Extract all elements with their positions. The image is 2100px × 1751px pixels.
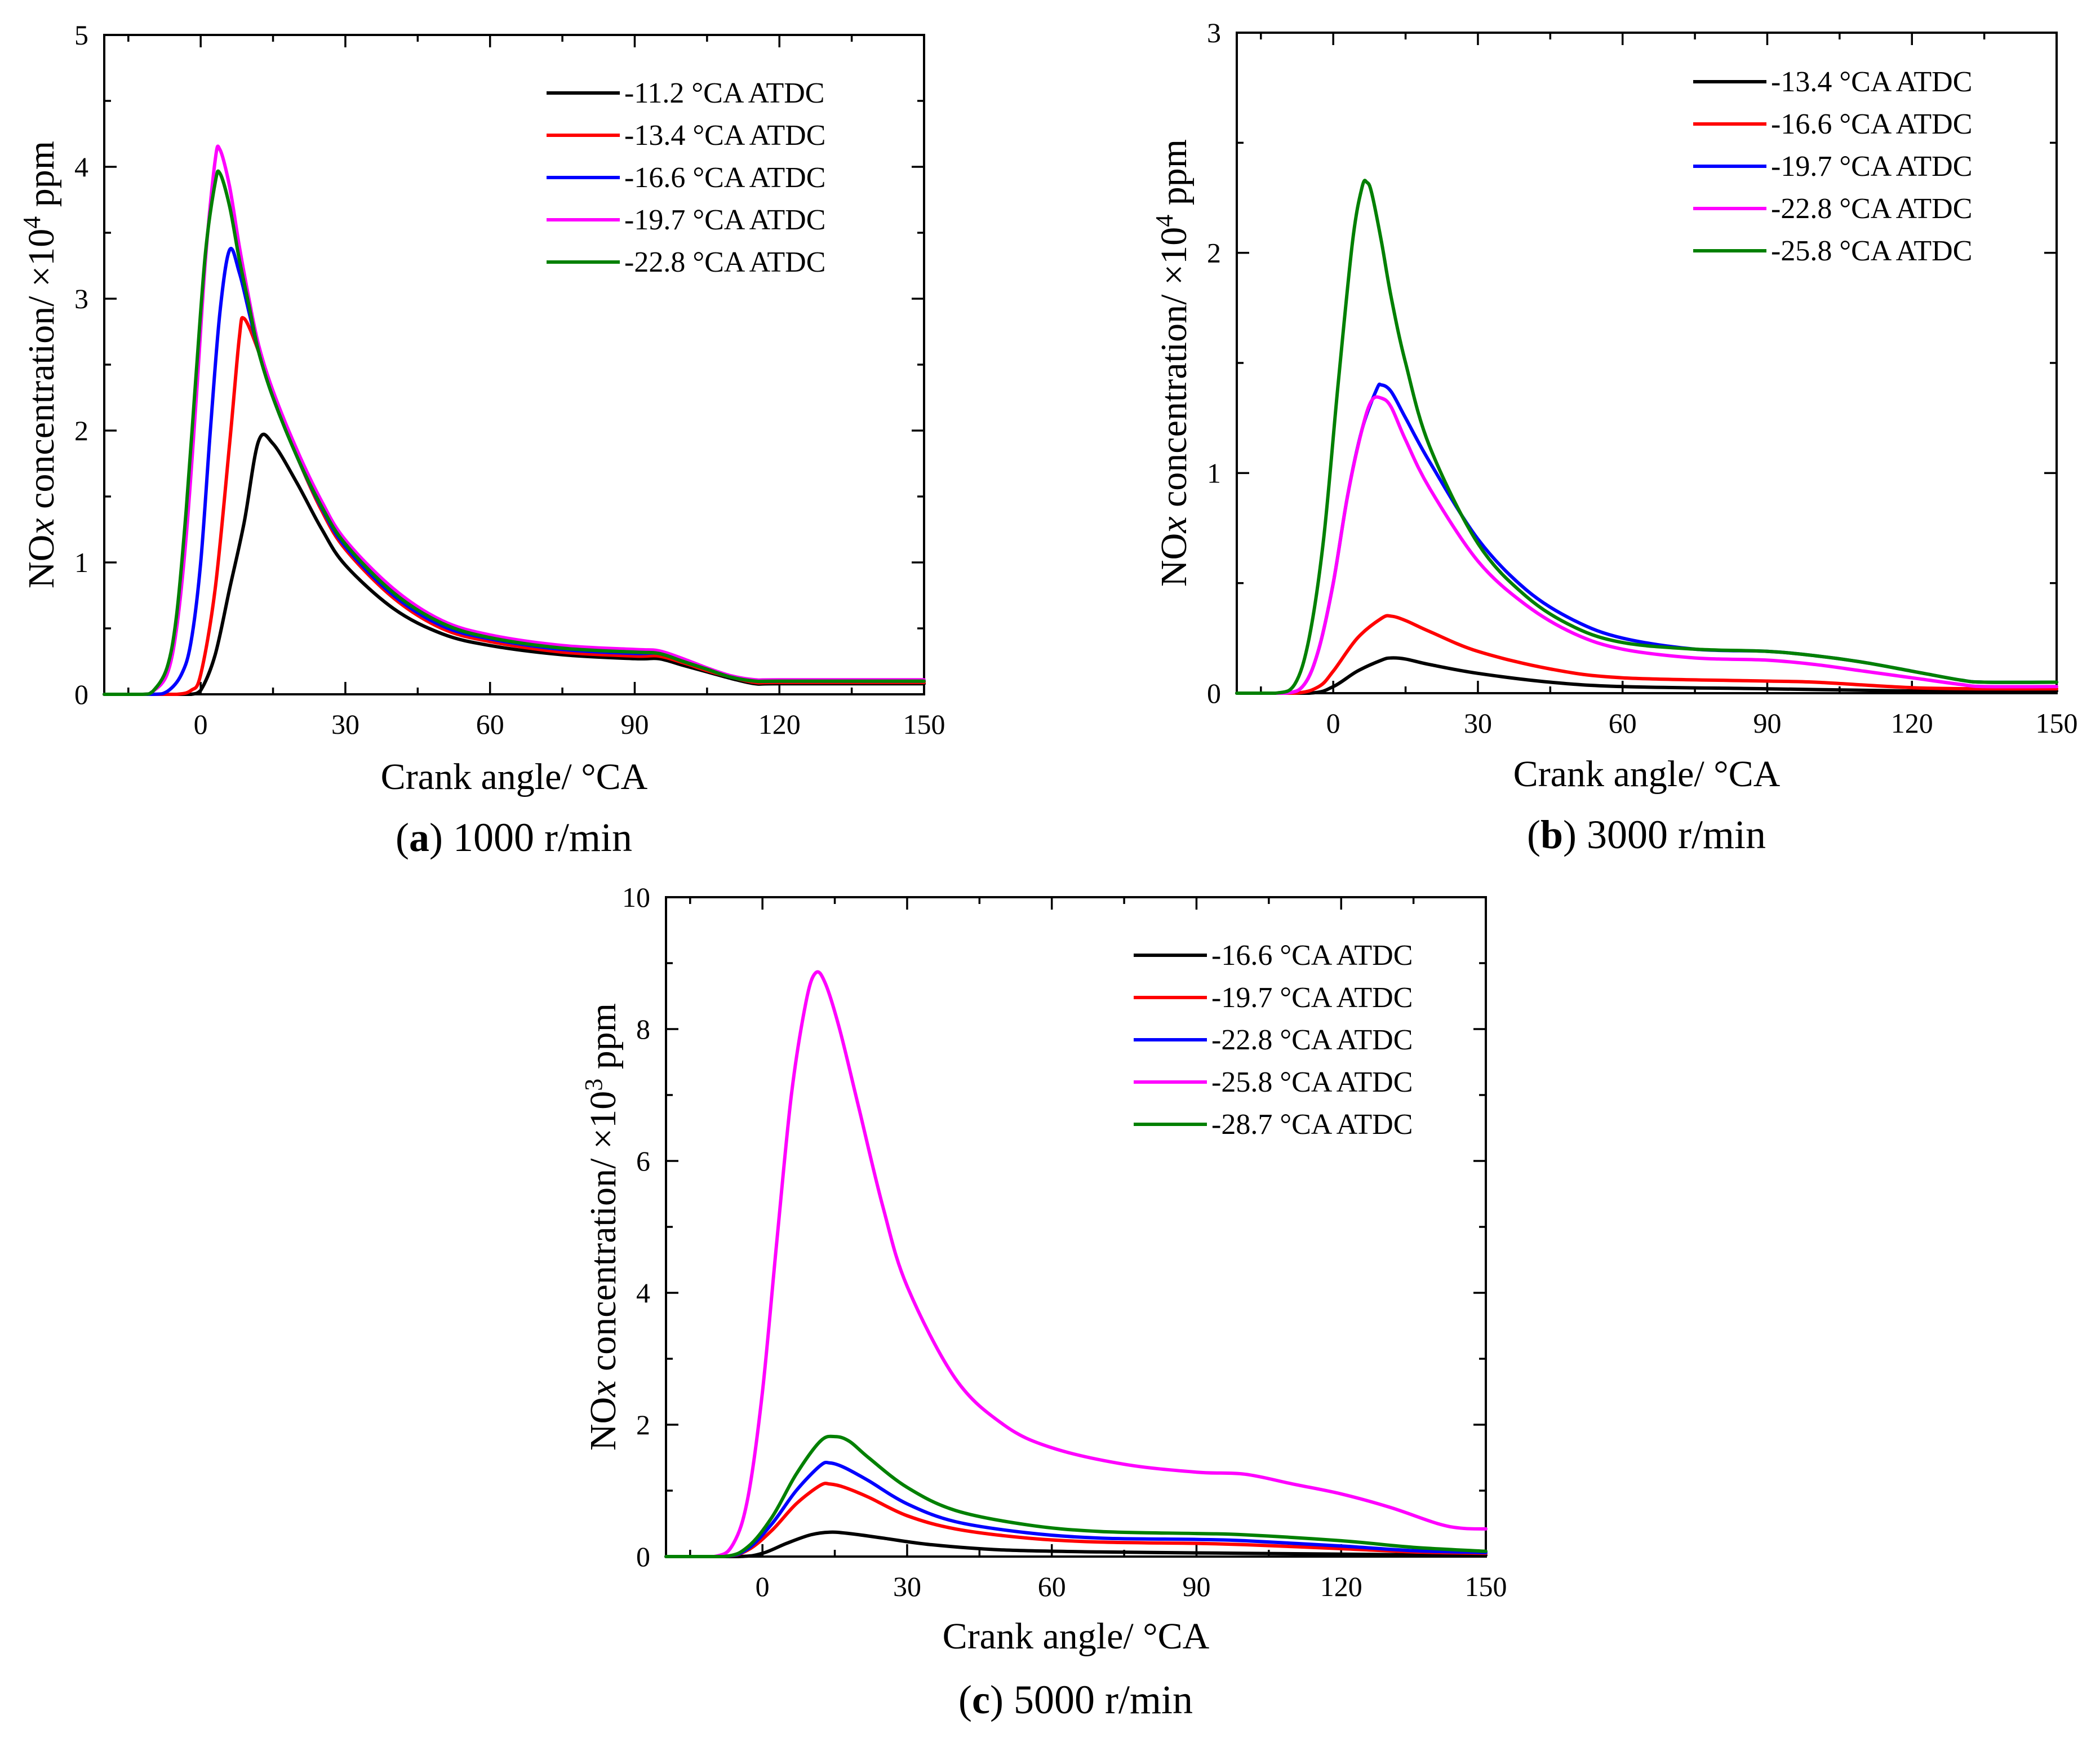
y-tick-label: 4 (74, 151, 88, 183)
y-tick-label: 4 (636, 1277, 650, 1309)
series-line (664, 1482, 1488, 1558)
x-tick-label: 0 (1326, 707, 1340, 739)
x-axis-title: Crank angle/ °CA (381, 756, 648, 797)
y-axis-title: NOx concentration/ ×104 ppm (1151, 139, 1195, 587)
x-tick-label: 30 (331, 708, 359, 740)
x-tick-label: 60 (1609, 707, 1637, 739)
y-tick-label: 10 (622, 881, 650, 913)
series-line (1235, 179, 2058, 695)
series-line (103, 169, 926, 696)
y-tick-label: 0 (1207, 677, 1221, 709)
legend-label: -11.2 °CA ATDC (624, 77, 824, 109)
y-tick-label: 5 (74, 19, 88, 51)
y-tick-label: 0 (74, 679, 88, 710)
y-tick-label: 2 (1207, 237, 1221, 269)
series-line (103, 144, 926, 696)
series-line (1235, 614, 2058, 695)
series-line (664, 1460, 1488, 1558)
y-tick-label: 1 (74, 547, 88, 578)
x-tick-label: 150 (903, 708, 945, 740)
panel-caption: (b) 3000 r/min (1527, 812, 1766, 857)
y-tick-label: 1 (1207, 457, 1221, 489)
y-tick-label: 3 (74, 283, 88, 314)
legend-label: -16.6 °CA ATDC (1771, 108, 1972, 140)
x-tick-label: 90 (1753, 707, 1781, 739)
legend-label: -19.7 °CA ATDC (1771, 150, 1972, 183)
x-tick-label: 60 (476, 708, 504, 740)
y-tick-label: 3 (1207, 17, 1221, 48)
y-tick-label: 2 (636, 1409, 650, 1440)
y-tick-label: 6 (636, 1145, 650, 1177)
y-tick-label: 0 (636, 1541, 650, 1572)
series-line (1235, 395, 2058, 695)
series-line (664, 1434, 1488, 1558)
legend-label: -22.8 °CA ATDC (624, 246, 825, 278)
legend-label: -19.7 °CA ATDC (1211, 982, 1413, 1014)
y-tick-label: 2 (74, 415, 88, 446)
legend-label: -22.8 °CA ATDC (1211, 1024, 1413, 1056)
series-line (1235, 656, 2058, 695)
x-tick-label: 150 (2036, 707, 2078, 739)
legend-label: -19.7 °CA ATDC (624, 204, 825, 236)
x-tick-label: 60 (1038, 1571, 1066, 1602)
chart-panel-c: 0 30 60 90 120 150 0 2 4 6 8 10 -16.6 °CA ATDC -19.7 … (580, 881, 1507, 1722)
panel-caption: (c) 5000 r/min (958, 1677, 1193, 1722)
x-tick-label: 120 (1891, 707, 1933, 739)
legend-label: -13.4 °CA ATDC (1771, 66, 1972, 98)
x-tick-label: 30 (1464, 707, 1492, 739)
x-axis-title: Crank angle/ °CA (943, 1616, 1210, 1657)
x-tick-label: 0 (756, 1571, 770, 1602)
legend-label: -28.7 °CA ATDC (1211, 1109, 1413, 1141)
y-tick-label: 8 (636, 1013, 650, 1045)
legend-label: -22.8 °CA ATDC (1771, 193, 1972, 225)
legend-label: -13.4 °CA ATDC (624, 119, 825, 152)
x-axis-title: Crank angle/ °CA (1513, 753, 1781, 795)
y-axis-title: NOx concentration/ ×103 ppm (580, 1003, 624, 1451)
legend-label: -16.6 °CA ATDC (1211, 939, 1413, 972)
x-tick-label: 120 (758, 708, 801, 740)
series-line (664, 1530, 1488, 1559)
legend-label: -25.8 °CA ATDC (1211, 1066, 1413, 1098)
legend-label: -25.8 °CA ATDC (1771, 235, 1972, 267)
x-tick-label: 0 (194, 708, 208, 740)
legend-label: -16.6 °CA ATDC (624, 162, 825, 194)
x-tick-label: 30 (893, 1571, 921, 1602)
series-line (664, 970, 1488, 1559)
panel-caption: (a) 1000 r/min (396, 815, 632, 860)
chart-panel-a: 0 30 60 90 120 150 0 1 2 3 4 5 -11.2 °CA ATDC -13.4 °… (18, 19, 945, 860)
x-tick-label: 90 (620, 708, 649, 740)
y-axis-title: NOx concentration/ ×104 ppm (18, 141, 63, 588)
chart-panel-b: 0 30 60 90 120 150 0 1 2 3 -13.4 °CA ATDC -16.6 °CA… (1151, 17, 2078, 857)
x-tick-label: 150 (1465, 1571, 1507, 1602)
x-tick-label: 120 (1320, 1571, 1362, 1602)
x-tick-label: 90 (1182, 1571, 1210, 1602)
